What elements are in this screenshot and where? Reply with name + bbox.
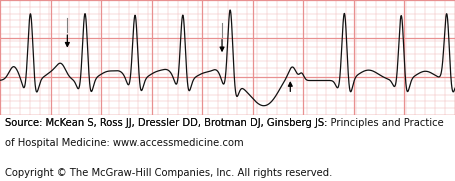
Text: Source: McKean S, Ross JJ, Dressler DD, Brotman DJ, Ginsberg JS:: Source: McKean S, Ross JJ, Dressler DD, … xyxy=(5,118,330,128)
Text: of Hospital Medicine: www.accessmedicine.com: of Hospital Medicine: www.accessmedicine… xyxy=(5,138,243,148)
Text: Source: McKean S, Ross JJ, Dressler DD, Brotman DJ, Ginsberg JS: Principles and : Source: McKean S, Ross JJ, Dressler DD, … xyxy=(5,118,443,128)
Text: Copyright © The McGraw-Hill Companies, Inc. All rights reserved.: Copyright © The McGraw-Hill Companies, I… xyxy=(5,168,332,178)
